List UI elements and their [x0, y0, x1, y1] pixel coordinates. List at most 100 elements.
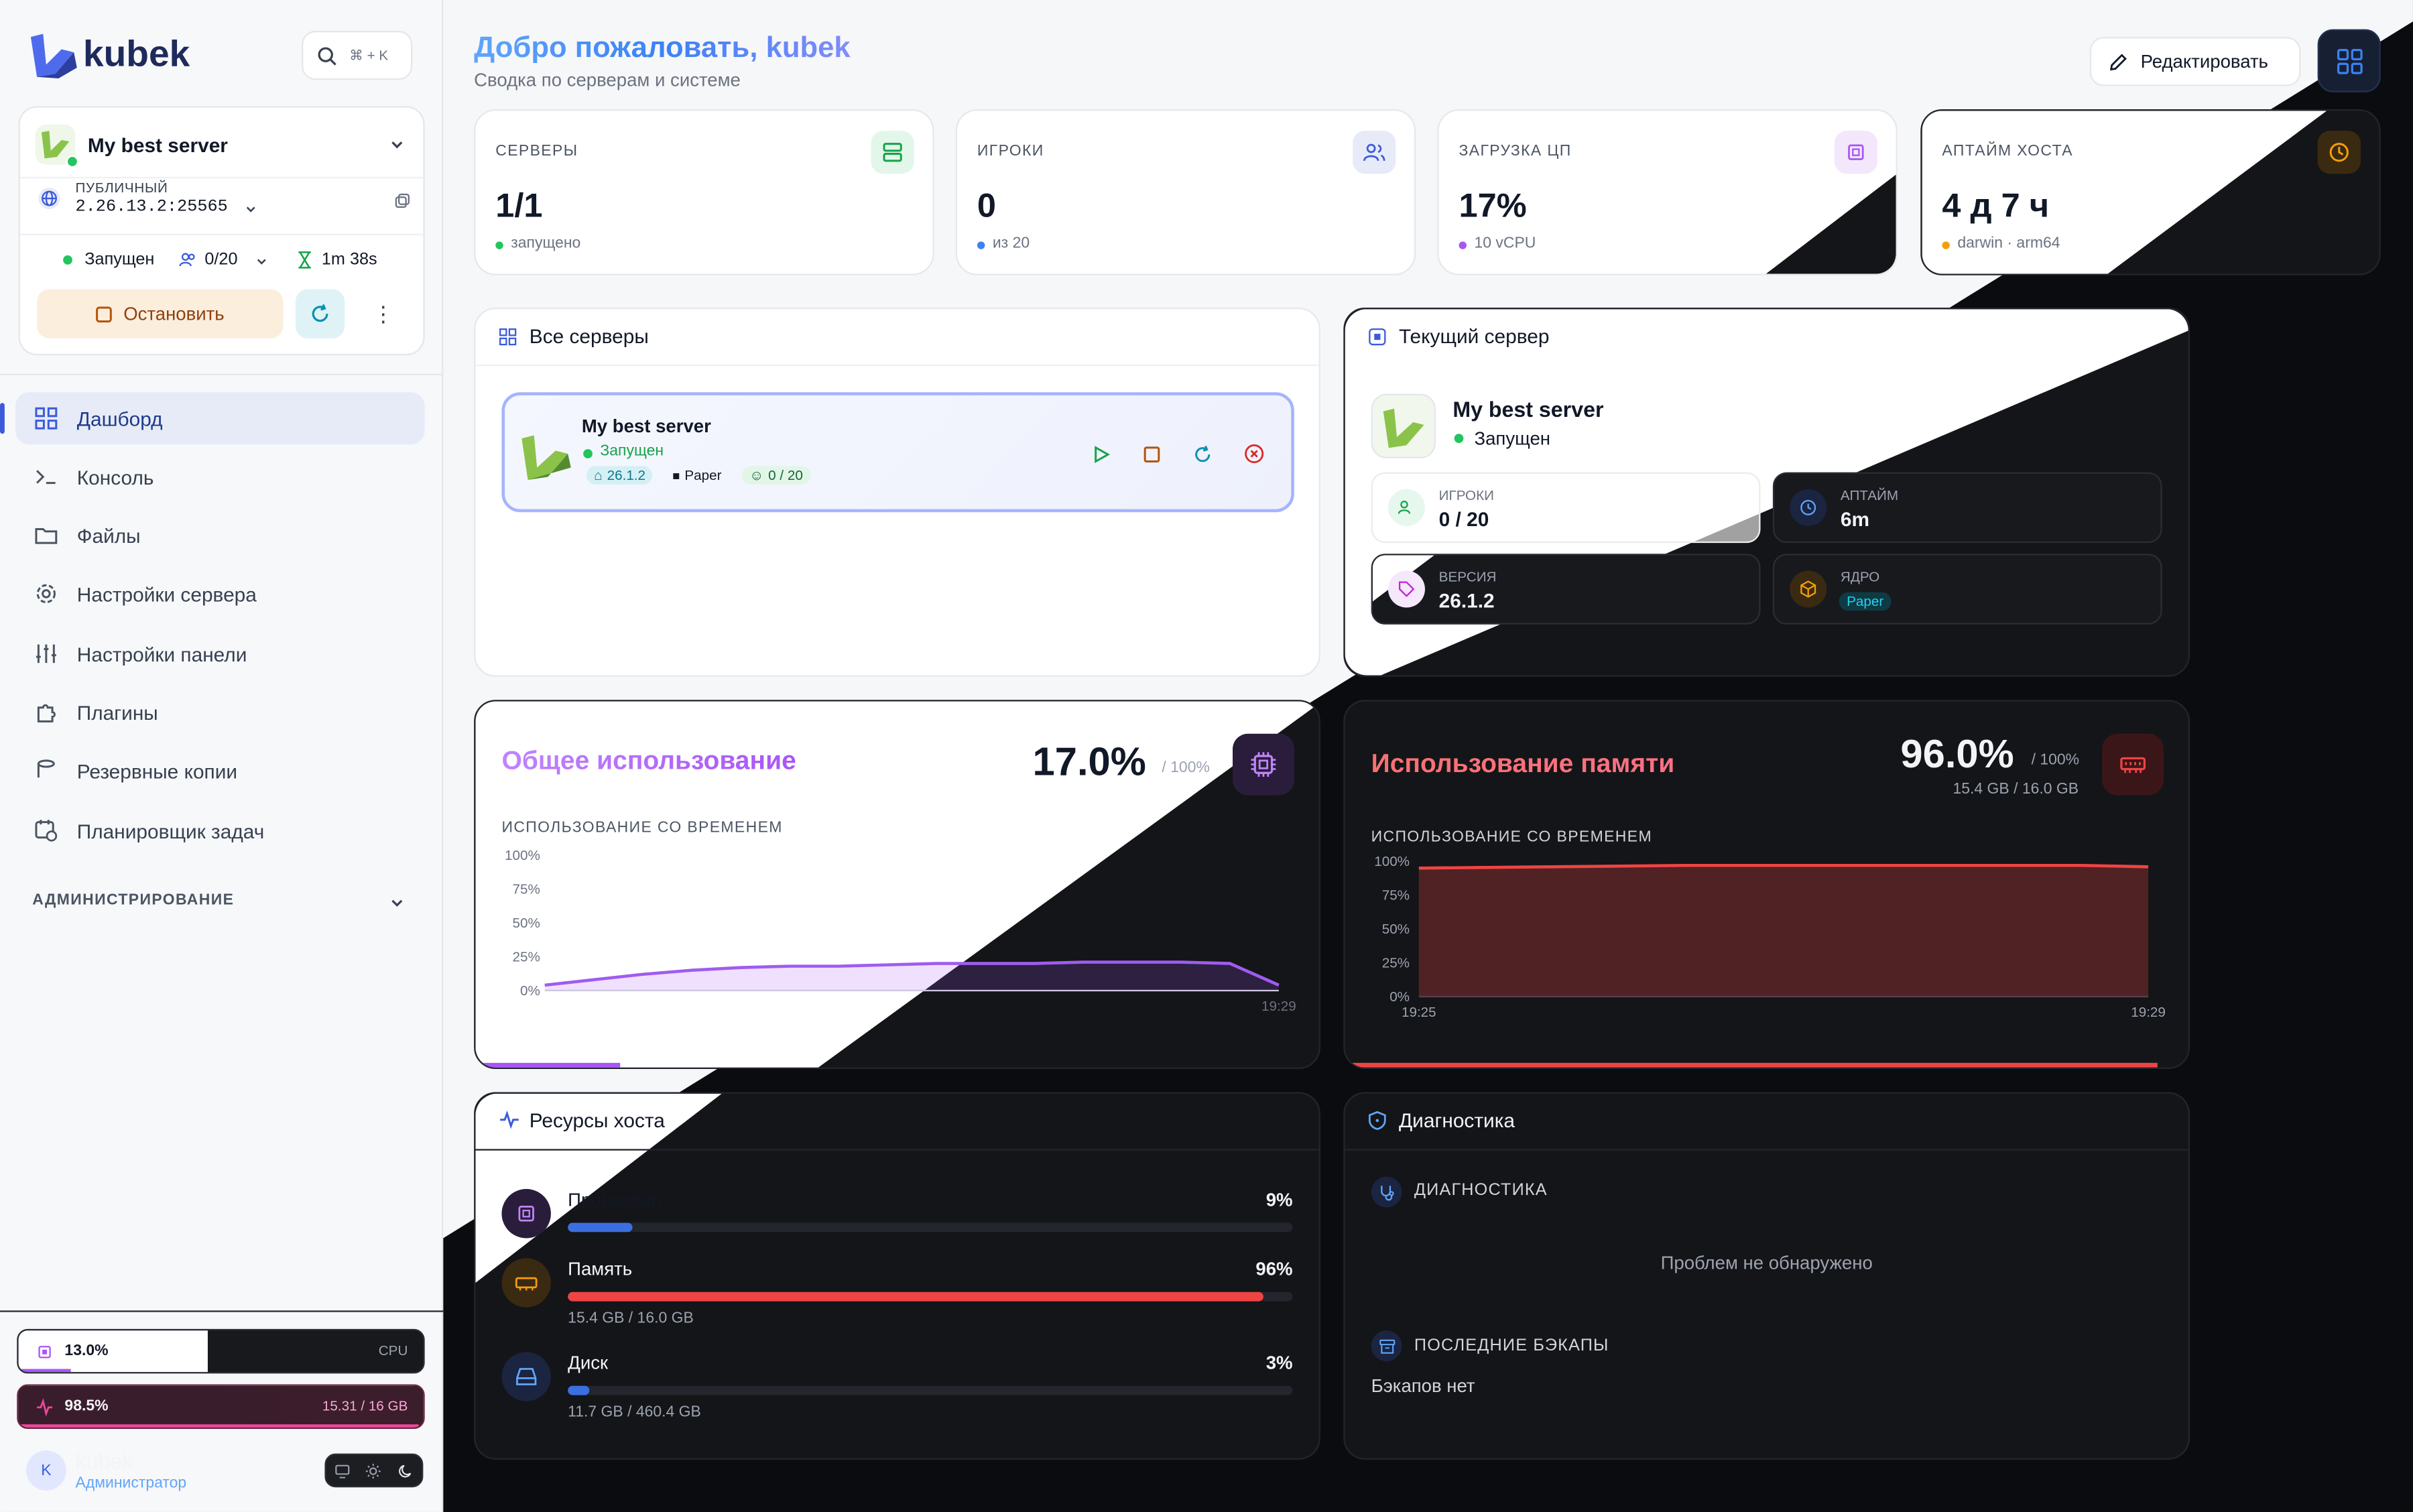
- sidebar-item-7[interactable]: Резервные копии: [15, 745, 425, 797]
- y-tick-label: 0%: [520, 983, 540, 999]
- core-badge: Paper: [1839, 592, 1892, 611]
- y-tick-label: 0%: [1389, 989, 1410, 1005]
- stat-value: 0: [977, 186, 997, 225]
- server-selector-card: My best server ПУБЛИЧНЫЙ 2.26.13.2:25565…: [18, 106, 425, 356]
- cpu-mini-stat[interactable]: 13.0% CPU: [17, 1328, 425, 1374]
- sidebar-item-3[interactable]: Файлы: [15, 509, 425, 562]
- server-status: Запущен: [600, 442, 664, 460]
- sidebar-item-label: Планировщик задач: [76, 819, 265, 842]
- search-icon: [318, 46, 336, 65]
- core-badge: ■ Paper: [672, 467, 722, 483]
- core-tile: ЯДРО Paper: [1772, 554, 2162, 625]
- resource-label: Процессор: [568, 1189, 662, 1211]
- sidebar-item-label: Резервные копии: [76, 759, 238, 783]
- no-problems-text: Проблем не обнаружено: [1660, 1252, 1873, 1274]
- clock-icon: [2317, 131, 2361, 174]
- server-list-item[interactable]: My best server Запущен ⌂ 26.1.2 ■ Paper ☺ 0…: [501, 392, 1294, 513]
- tag-icon: [1387, 570, 1426, 608]
- resource-fill: [568, 1222, 633, 1233]
- ip-address[interactable]: 2.26.13.2:25565: [75, 198, 228, 217]
- stop-icon[interactable]: [1142, 444, 1162, 464]
- memory-progress-bar: [1345, 1062, 2158, 1068]
- memory-icon: [501, 1258, 551, 1308]
- search-button[interactable]: ⌘ + K: [301, 30, 413, 80]
- more-menu-button[interactable]: ⋮: [368, 289, 399, 338]
- server-logo-icon: [1383, 408, 1424, 448]
- server-name: My best server: [581, 415, 711, 437]
- stat-label: СЕРВЕРЫ: [495, 143, 578, 160]
- server-logo-icon: [521, 435, 571, 481]
- server-status: Запущен: [84, 251, 155, 269]
- card-title: Ресурсы хоста: [529, 1109, 665, 1133]
- stat-dot: [977, 241, 985, 249]
- section-label: ДИАГНОСТИКА: [1414, 1181, 1548, 1200]
- page-subtitle: Сводка по серверам и системе: [474, 69, 741, 91]
- stat-value: 17%: [1459, 186, 1527, 225]
- layout-toggle-button[interactable]: [2317, 29, 2381, 92]
- sidebar-item-label: Настройки сервера: [76, 582, 257, 606]
- monitor-icon[interactable]: [334, 1462, 351, 1478]
- logo-icon: [30, 34, 77, 79]
- resource-track: [568, 1385, 1293, 1395]
- sidebar-item-2[interactable]: Консоль: [15, 450, 425, 503]
- resource-row: Диск 3% 11.7 GB / 460.4 GB: [475, 1352, 1318, 1429]
- sidebar-item-4[interactable]: Настройки сервера: [15, 568, 425, 620]
- search-shortcut: ⌘ + K: [349, 46, 389, 62]
- stat-label: ЗАГРУЗКА ЦП: [1459, 143, 1572, 160]
- sun-icon[interactable]: [365, 1462, 382, 1478]
- stat-card-2: ИГРОКИ 0 из 20: [955, 109, 1416, 275]
- avatar[interactable]: K: [26, 1450, 66, 1491]
- activity-icon: [500, 1110, 519, 1129]
- cpu-icon: [501, 1189, 551, 1239]
- disk-icon: [501, 1352, 551, 1401]
- logo[interactable]: kubek: [27, 31, 190, 80]
- ram-mini-stat[interactable]: 98.5% 15.31 / 16 GB: [17, 1384, 425, 1430]
- host-resources-card: Ресурсы хоста Процессор 9% Память 96% 15.4 G…: [474, 1092, 1320, 1460]
- sidebar-item-6[interactable]: Плагины: [15, 686, 425, 739]
- sidebar-item-8[interactable]: Планировщик задач: [15, 804, 425, 857]
- chevron-down-icon: [391, 141, 403, 149]
- sidebar-item-1[interactable]: Дашборд: [15, 392, 425, 445]
- play-icon[interactable]: [1091, 444, 1111, 464]
- dashboard-icon: [34, 406, 59, 431]
- diagnostics-card: Диагностика ДИАГНОСТИКА Проблем не обнар…: [1343, 1092, 2190, 1460]
- moon-icon[interactable]: [397, 1462, 414, 1478]
- sidebar-item-5[interactable]: Настройки панели: [15, 627, 425, 680]
- cpu-icon: [1233, 733, 1294, 796]
- users-icon: [1353, 131, 1396, 174]
- users-icon: ☺: [749, 467, 764, 483]
- more-vertical-icon: ⋮: [372, 300, 394, 326]
- chevron-down-icon: [391, 899, 403, 907]
- players-count[interactable]: 0/20: [204, 251, 238, 269]
- y-tick-label: 100%: [505, 848, 540, 863]
- ip-chevron-icon[interactable]: [245, 203, 257, 215]
- chart-max: / 100%: [1162, 759, 1210, 777]
- server-name: My best server: [87, 133, 228, 156]
- archive-icon: [1371, 1330, 1402, 1362]
- copy-icon[interactable]: [394, 192, 411, 209]
- server-avatar: [35, 124, 79, 168]
- restart-button[interactable]: [295, 289, 345, 338]
- kill-icon[interactable]: [1243, 443, 1265, 464]
- ram-mini-label: 15.31 / 16 GB: [322, 1398, 408, 1414]
- y-tick-label: 25%: [1382, 956, 1410, 971]
- shield-icon: [1368, 1111, 1386, 1130]
- resource-fill: [568, 1292, 1264, 1302]
- stat-label: АПТАЙМ ХОСТА: [1942, 143, 2073, 160]
- resource-label: Диск: [568, 1352, 609, 1374]
- players-chevron-icon[interactable]: [255, 255, 267, 267]
- edit-button[interactable]: Редактировать: [2089, 37, 2301, 86]
- server-icon: [871, 131, 914, 174]
- admin-section-toggle[interactable]: АДМИНИСТРИРОВАНИЕ: [32, 892, 417, 909]
- server-dropdown[interactable]: My best server: [35, 120, 411, 169]
- tile-label: АПТАЙМ: [1840, 487, 1899, 503]
- stop-button[interactable]: Остановить: [37, 289, 284, 338]
- players-badge: ☺ 0 / 20: [741, 466, 811, 485]
- server-uptime: 1m 38s: [321, 251, 377, 269]
- server-name: My best server: [1452, 397, 1604, 422]
- refresh-icon[interactable]: [1192, 444, 1213, 464]
- stat-value: 1/1: [495, 186, 543, 225]
- gear-icon: [34, 582, 59, 607]
- box-icon: ■: [672, 468, 680, 483]
- tile-value: 6m: [1840, 507, 1870, 531]
